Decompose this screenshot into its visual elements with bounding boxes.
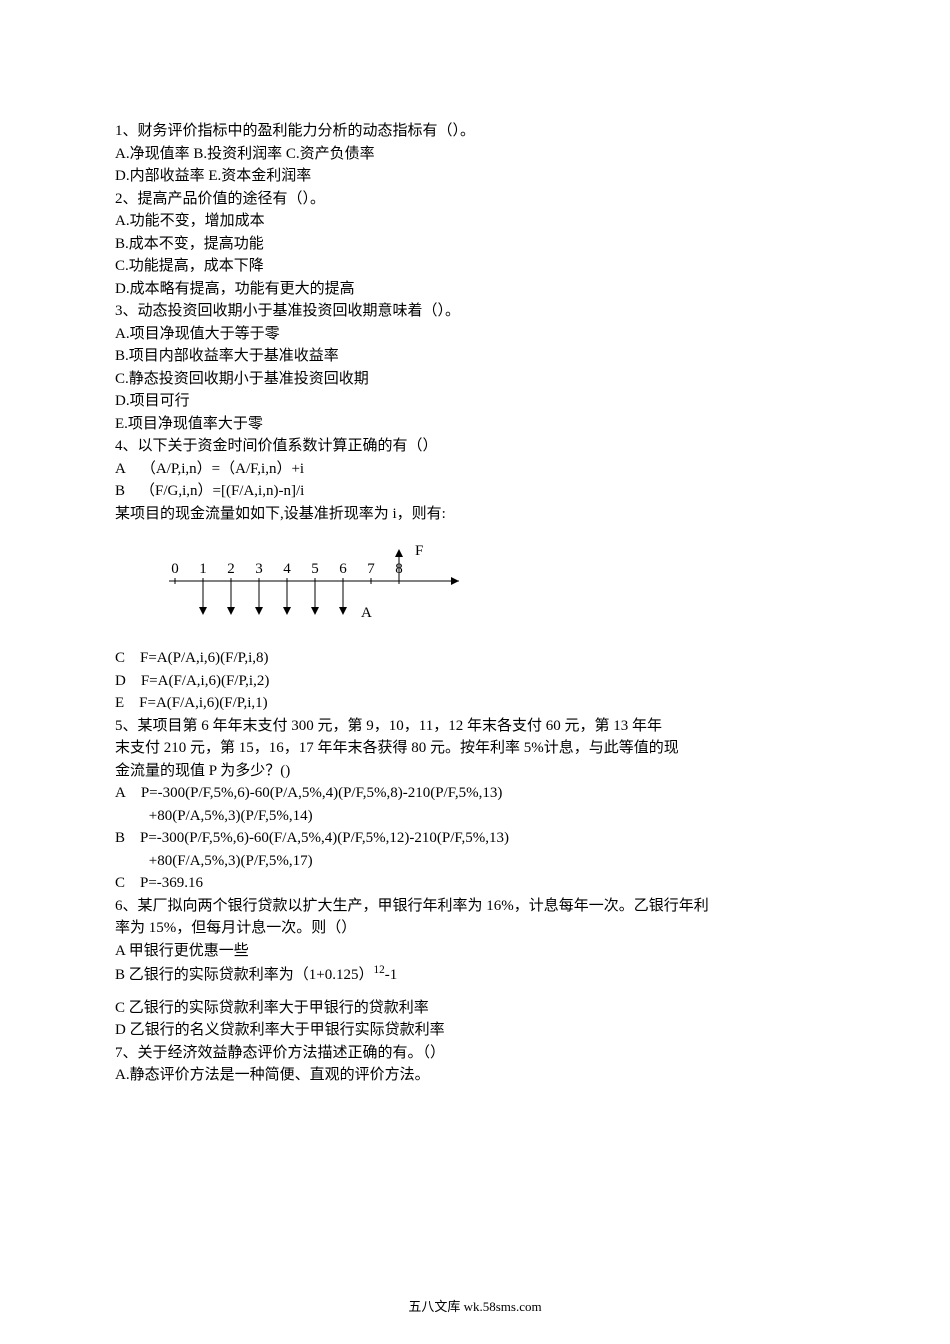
- q5-stem-3: 金流量的现值 P 为多少？(): [115, 760, 835, 783]
- cashflow-svg: 012345678FA: [155, 531, 515, 641]
- q7-stem: 7、关于经济效益静态评价方法描述正确的有。（）: [115, 1042, 835, 1065]
- q6-opt-c: C 乙银行的实际贷款利率大于甲银行的贷款利率: [115, 997, 835, 1020]
- svg-text:0: 0: [171, 561, 179, 577]
- q4-opt-a: A （A/P,i,n）=（A/F,i,n）+i: [115, 458, 835, 481]
- q6-stem-2: 率为 15%，但每月计息一次。则（）: [115, 917, 835, 940]
- q3-opt-d: D.项目可行: [115, 390, 835, 413]
- q2-stem: 2、提高产品价值的途径有（）。: [115, 188, 835, 211]
- q3-opt-c: C.静态投资回收期小于基准投资回收期: [115, 368, 835, 391]
- q6-opt-d: D 乙银行的名义贷款利率大于甲银行实际贷款利率: [115, 1019, 835, 1042]
- q6-b-post: -1: [385, 967, 398, 983]
- q3-opt-e: E.项目净现值率大于零: [115, 413, 835, 436]
- q3-stem: 3、动态投资回收期小于基准投资回收期意味着（）。: [115, 300, 835, 323]
- q5-stem-2: 末支付 210 元，第 15，16，17 年年末各获得 80 元。按年利率 5%…: [115, 737, 835, 760]
- q5-opt-c: C P=-369.16: [115, 872, 835, 895]
- q1-opt-d: D.内部收益率 E.资本金利润率: [115, 165, 835, 188]
- svg-text:A: A: [361, 605, 372, 621]
- svg-text:5: 5: [311, 561, 319, 577]
- q1-stem: 1、财务评价指标中的盈利能力分析的动态指标有（）。: [115, 120, 835, 143]
- spacer: [115, 987, 835, 997]
- q5-opt-a2: +80(P/A,5%,3)(P/F,5%,14): [115, 805, 835, 828]
- page-footer: 五八文库 wk.58sms.com: [0, 1297, 950, 1317]
- q6-b-sup: 12: [373, 964, 384, 976]
- svg-text:1: 1: [199, 561, 207, 577]
- q4-opt-d: D F=A(F/A,i,6)(F/P,i,2): [115, 670, 835, 693]
- svg-text:3: 3: [255, 561, 263, 577]
- q6-stem-1: 6、某厂拟向两个银行贷款以扩大生产，甲银行年利率为 16%，计息每年一次。乙银行…: [115, 895, 835, 918]
- svg-text:F: F: [415, 543, 423, 559]
- q5-opt-b2: +80(F/A,5%,3)(P/F,5%,17): [115, 850, 835, 873]
- q4-opt-b: B （F/G,i,n）=[(F/A,i,n)-n]/i: [115, 480, 835, 503]
- q6-opt-a: A 甲银行更优惠一些: [115, 940, 835, 963]
- q4-opt-c: C F=A(P/A,i,6)(F/P,i,8): [115, 647, 835, 670]
- q5-opt-a1: A P=-300(P/F,5%,6)-60(P/A,5%,4)(P/F,5%,8…: [115, 782, 835, 805]
- svg-text:2: 2: [227, 561, 235, 577]
- q7-opt-a: A.静态评价方法是一种简便、直观的评价方法。: [115, 1064, 835, 1087]
- q2-opt-d: D.成本略有提高，功能有更大的提高: [115, 278, 835, 301]
- q2-opt-a: A.功能不变，增加成本: [115, 210, 835, 233]
- q6-opt-b: B 乙银行的实际贷款利率为（1+0.125）12-1: [115, 962, 835, 987]
- q3-opt-a: A.项目净现值大于等于零: [115, 323, 835, 346]
- q2-opt-c: C.功能提高，成本下降: [115, 255, 835, 278]
- q5-stem-1: 5、某项目第 6 年年末支付 300 元，第 9，10，11，12 年末各支付 …: [115, 715, 835, 738]
- q6-b-pre: B 乙银行的实际贷款利率为（1+0.125）: [115, 967, 373, 983]
- q4-opt-e: E F=A(F/A,i,6)(F/P,i,1): [115, 692, 835, 715]
- q2-opt-b: B.成本不变，提高功能: [115, 233, 835, 256]
- q5-opt-b1: B P=-300(P/F,5%,6)-60(F/A,5%,4)(P/F,5%,1…: [115, 827, 835, 850]
- q4-stem: 4、以下关于资金时间价值系数计算正确的有（）: [115, 435, 835, 458]
- q4-note: 某项目的现金流量如如下,设基准折现率为 i，则有:: [115, 503, 835, 526]
- svg-text:4: 4: [283, 561, 291, 577]
- svg-text:7: 7: [367, 561, 375, 577]
- q1-opt-a: A.净现值率 B.投资利润率 C.资产负债率: [115, 143, 835, 166]
- q3-opt-b: B.项目内部收益率大于基准收益率: [115, 345, 835, 368]
- document-page: 1、财务评价指标中的盈利能力分析的动态指标有（）。 A.净现值率 B.投资利润率…: [0, 0, 950, 1344]
- svg-text:6: 6: [339, 561, 347, 577]
- cashflow-diagram: 012345678FA: [155, 531, 835, 641]
